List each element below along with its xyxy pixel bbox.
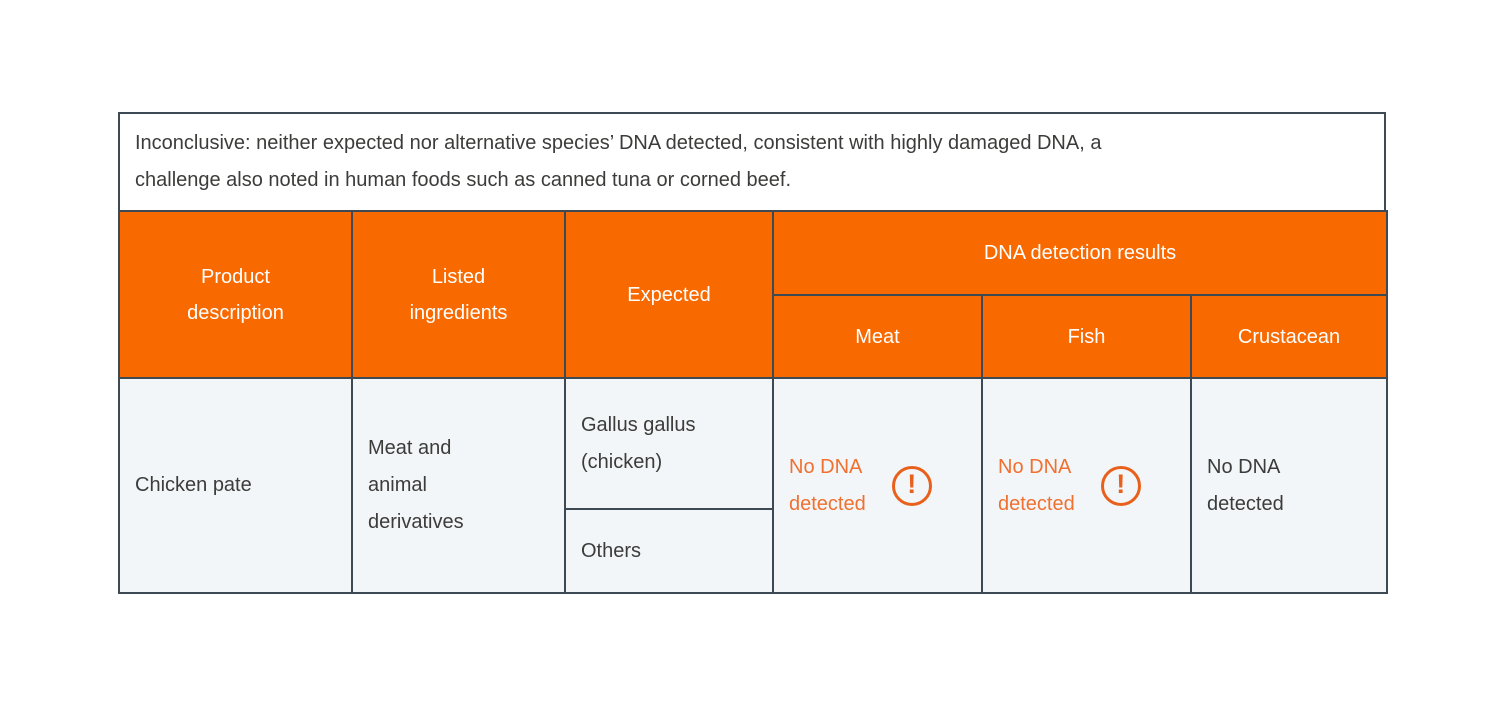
meat-result-text: No DNA detected [789, 455, 866, 515]
table-header: Product description Listed ingredients E… [118, 210, 1389, 379]
table-row: Chicken pate Meat and animal derivatives… [118, 377, 1389, 594]
header-listed-ingredients: Listed ingredients [351, 210, 566, 379]
cell-listed-ingredients: Meat and animal derivatives [351, 377, 566, 594]
cell-meat-result: No DNA detected ! [772, 377, 983, 594]
exclamation-glyph: ! [907, 468, 917, 499]
cell-product-description: Chicken pate [118, 377, 353, 594]
header-crustacean: Crustacean [1189, 294, 1389, 379]
cell-fish-result: No DNA detected ! [981, 377, 1192, 594]
crustacean-result-text: No DNA detected [1207, 455, 1284, 515]
table-caption: Inconclusive: neither expected nor alter… [118, 112, 1386, 212]
cell-expected-primary: Gallus gallus (chicken) [564, 377, 774, 510]
header-meat: Meat [772, 294, 983, 379]
fish-result: No DNA detected ! [998, 449, 1178, 523]
meat-result: No DNA detected ! [789, 449, 969, 523]
table-body: Chicken pate Meat and animal derivatives… [118, 377, 1389, 594]
exclamation-glyph: ! [1116, 468, 1126, 499]
exclamation-circle-icon: ! [891, 465, 932, 506]
cell-crustacean-result: No DNA detected [1189, 377, 1389, 594]
crustacean-result: No DNA detected [1207, 449, 1374, 523]
dna-results-figure: Inconclusive: neither expected nor alter… [118, 112, 1389, 594]
exclamation-circle-icon: ! [1100, 465, 1141, 506]
header-expected: Expected [564, 210, 774, 379]
header-fish: Fish [981, 294, 1192, 379]
fish-result-text: No DNA detected [998, 455, 1075, 515]
header-product-description: Product description [118, 210, 353, 379]
cell-expected-secondary: Others [564, 508, 774, 594]
table-row: Others [119, 508, 1387, 594]
caption-text: Inconclusive: neither expected nor alter… [135, 132, 1102, 191]
header-dna-detection-results: DNA detection results [771, 210, 1389, 296]
results-table: Product description Listed ingredients E… [118, 210, 1389, 594]
